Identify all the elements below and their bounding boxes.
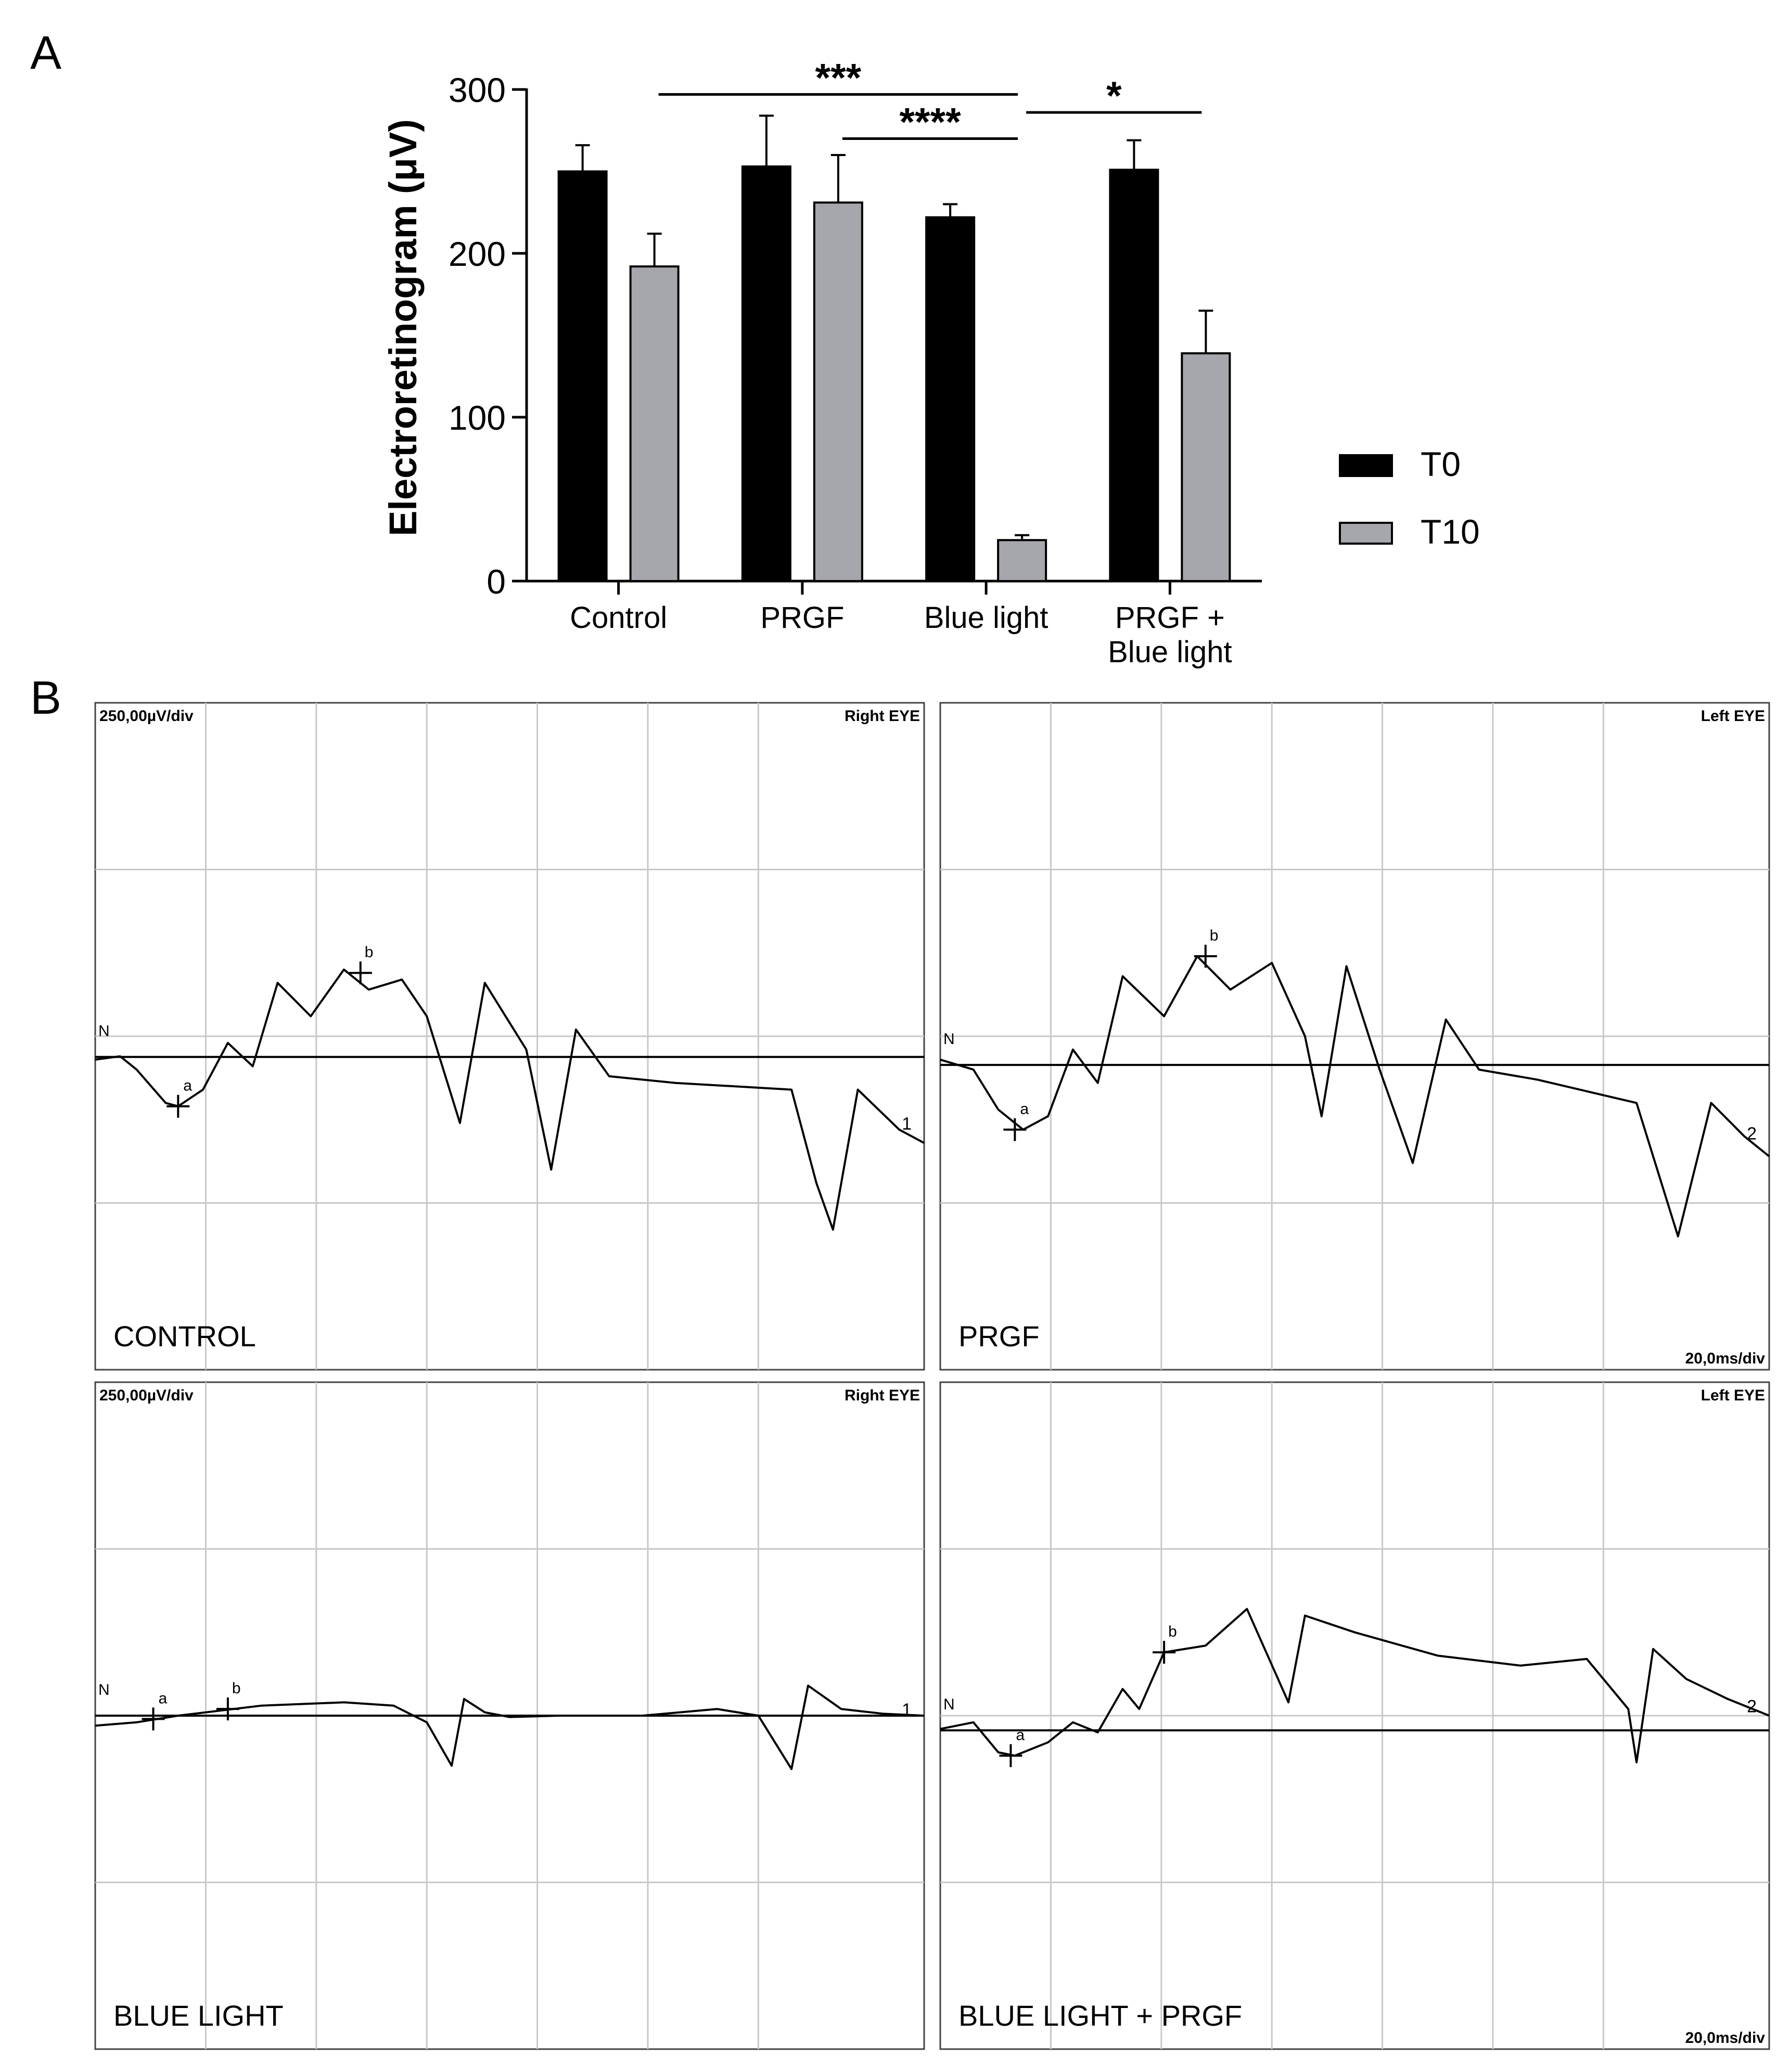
legend-swatch [1339, 454, 1393, 477]
significance-label: **** [899, 100, 961, 145]
b-wave-label: b [1210, 927, 1219, 944]
baseline-label: N [943, 1031, 955, 1048]
bar [1181, 352, 1231, 583]
trace-number: 1 [902, 1114, 912, 1134]
x-tick-label: Blue light [1108, 635, 1232, 669]
bar [813, 201, 863, 583]
b-wave-label: b [1168, 1623, 1177, 1640]
eye-label: Left EYE [1701, 1387, 1765, 1404]
erg-trace [95, 968, 925, 1231]
erg-panels: a b N 1 250,00µV/div Right EYE CONTROL a b N 2 Left… [94, 702, 1770, 2050]
significance-brackets: ******** [658, 56, 1202, 145]
x-tick-label: PRGF + [1115, 601, 1225, 635]
chart-bars [557, 165, 1231, 583]
group-label: PRGF [958, 1320, 1040, 1353]
erg-trace [940, 1607, 1770, 1764]
b-wave-label: b [232, 1680, 241, 1697]
chart-legend: T0 T10 [1339, 445, 1480, 551]
y-tick-label: 200 [449, 235, 506, 273]
erg-panel: a b N 1 250,00µV/div Right EYE CONTROL [94, 702, 925, 1371]
eye-label: Left EYE [1701, 707, 1765, 725]
erg-trace [95, 1684, 925, 1770]
group-label: CONTROL [113, 1320, 256, 1353]
baseline-label: N [98, 1023, 110, 1040]
legend-swatch [1339, 522, 1393, 545]
y-tick-label: 100 [449, 398, 506, 437]
bar [629, 265, 680, 582]
baseline-label: N [943, 1696, 955, 1713]
panel-b-label: B [30, 672, 61, 724]
a-wave-label: a [159, 1690, 168, 1707]
significance-label: * [1106, 74, 1122, 118]
y-tick-label: 0 [487, 562, 506, 601]
bar [925, 216, 976, 582]
bar [997, 539, 1047, 582]
x-tick-labels: Control PRGF Blue light PRGF +Blue light [570, 601, 1232, 669]
significance-label: *** [815, 56, 862, 100]
legend-label: T10 [1421, 512, 1480, 551]
trace-number: 1 [902, 1700, 912, 1720]
x-tick-label: PRGF [760, 601, 844, 635]
erg-panel: a b N 2 Left EYE 20,0ms/div BLUE LIGHT + PRGF [939, 1381, 1770, 2050]
b-wave-label: b [365, 944, 374, 961]
erg-trace [940, 955, 1770, 1238]
y-tick-labels: 0 100 200 300 [449, 71, 506, 601]
panel-a-label: A [30, 27, 61, 79]
x-tick-label: Blue light [924, 601, 1049, 635]
y-axis-label: Electroretinogram (μV) [381, 119, 425, 536]
eye-label: Right EYE [845, 707, 920, 725]
baseline-label: N [98, 1681, 110, 1698]
trace-number: 2 [1747, 1697, 1757, 1717]
x-tick-label: Control [570, 601, 667, 635]
bar [1109, 169, 1159, 583]
a-wave-label: a [1016, 1727, 1025, 1744]
scale-label: 250,00µV/div [99, 707, 194, 725]
eye-label: Right EYE [845, 1387, 920, 1404]
trace-number: 2 [1747, 1124, 1757, 1144]
group-label: BLUE LIGHT [113, 1999, 284, 2032]
scale-label: 250,00µV/div [99, 1387, 194, 1404]
legend-label: T0 [1421, 445, 1461, 483]
bar [741, 165, 791, 582]
group-label: BLUE LIGHT + PRGF [958, 1999, 1242, 2032]
chart-error-bars [575, 114, 1213, 540]
y-tick-label: 300 [449, 71, 506, 109]
erg-panel: a b N 2 Left EYE 20,0ms/div PRGF [939, 702, 1770, 1371]
a-wave-label: a [1020, 1100, 1029, 1117]
bar [557, 170, 608, 582]
time-scale-label: 20,0ms/div [1685, 2029, 1766, 2047]
erg-panel: a b N 1 250,00µV/div Right EYE BLUE LIGHT [94, 1381, 925, 2050]
a-wave-label: a [183, 1077, 192, 1095]
time-scale-label: 20,0ms/div [1685, 1350, 1766, 1367]
